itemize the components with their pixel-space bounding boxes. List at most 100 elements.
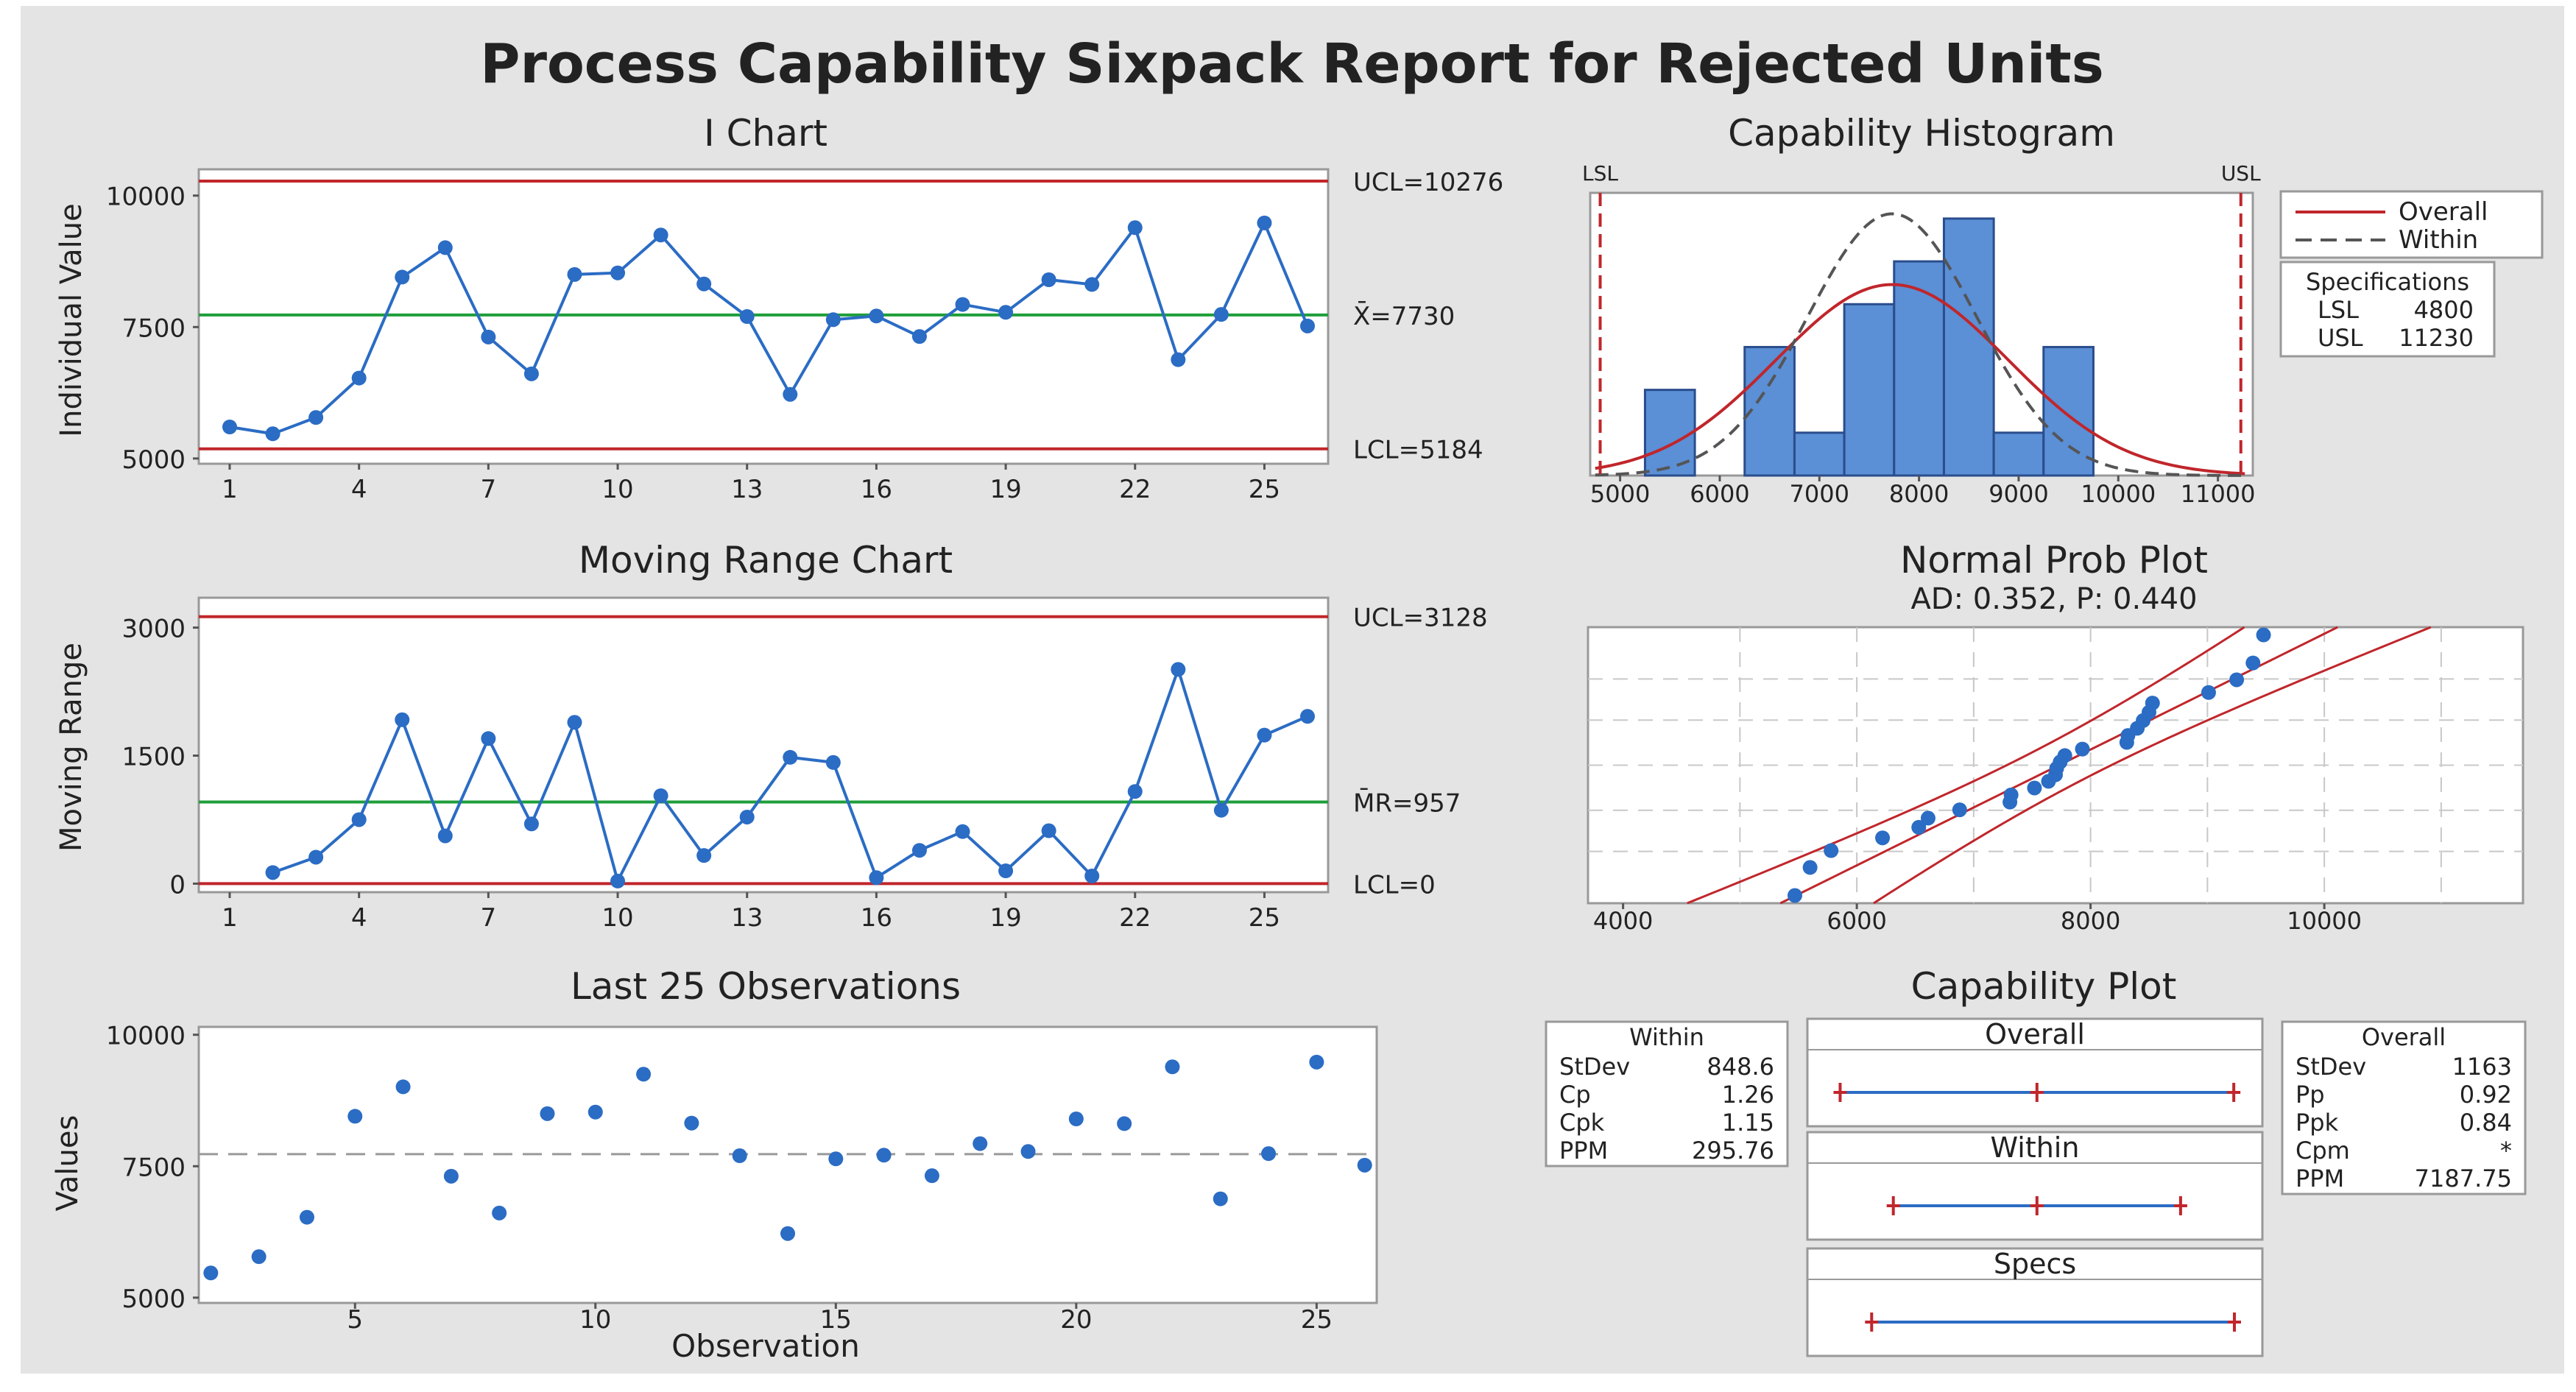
data-point xyxy=(2245,655,2261,671)
i-chart-plot-area xyxy=(197,168,1330,465)
data-point xyxy=(1127,784,1143,799)
report-title: Process Capability Sixpack Report for Re… xyxy=(480,32,2104,96)
data-point xyxy=(1213,307,1229,322)
series-line xyxy=(229,219,1309,436)
x-tick-label: 4000 xyxy=(1593,907,1653,935)
data-point xyxy=(610,873,626,888)
within-stats-stat-value: 1.26 xyxy=(1722,1081,1774,1109)
lcl-label: LCL=0 xyxy=(1353,870,1436,900)
data-point xyxy=(1117,1116,1132,1131)
data-point xyxy=(653,788,668,803)
data-point xyxy=(1041,272,1056,287)
x-tick-label: 10000 xyxy=(2081,480,2156,508)
data-point xyxy=(1127,220,1143,236)
ucl-label: UCL=10276 xyxy=(1353,168,1503,197)
data-point xyxy=(732,1148,747,1163)
ucl-label: UCL=3128 xyxy=(1353,604,1488,633)
data-point xyxy=(2229,672,2245,688)
data-point xyxy=(1084,277,1100,292)
data-point xyxy=(636,1067,652,1082)
x-tick-label: 5 xyxy=(347,1305,363,1335)
x-tick-label: 15 xyxy=(820,1305,852,1335)
data-point xyxy=(998,863,1014,879)
x-tick-label: 8000 xyxy=(1889,480,1949,508)
data-point xyxy=(973,1136,988,1151)
data-point xyxy=(869,308,884,324)
y-tick-label: 7500 xyxy=(121,1153,186,1182)
x-tick-label: 11000 xyxy=(2181,480,2256,508)
overall-stats-heading: Overall xyxy=(2362,1023,2446,1051)
data-point xyxy=(955,297,970,312)
data-point xyxy=(1261,1146,1277,1162)
data-point xyxy=(1300,709,1315,724)
x-tick-label: 19 xyxy=(989,475,1021,504)
center-label: X̄=7730 xyxy=(1353,301,1455,331)
data-point xyxy=(443,1168,459,1184)
data-point xyxy=(481,329,496,345)
x-tick-label: 13 xyxy=(731,475,763,504)
capability-row-panel xyxy=(1806,1131,2264,1241)
data-point xyxy=(351,370,367,386)
data-point xyxy=(1309,1054,1324,1070)
last-observations-chart: Last 25 Observations Values Observation … xyxy=(51,965,1378,1364)
capability-row-label: Overall xyxy=(1985,1018,2085,1050)
histogram-bar xyxy=(1992,431,2045,477)
x-tick-label: 4 xyxy=(351,903,367,933)
data-point xyxy=(1213,802,1229,818)
data-point xyxy=(299,1209,314,1225)
x-tick-label: 25 xyxy=(1249,475,1280,504)
within-stats-stat-name: Cp xyxy=(1559,1081,1591,1109)
data-point xyxy=(783,386,798,402)
x-tick-label: 6000 xyxy=(1690,480,1749,508)
data-point xyxy=(1068,1112,1084,1126)
i-chart-title: I Chart xyxy=(704,112,828,155)
data-point xyxy=(308,410,324,425)
center-label: M̄R=957 xyxy=(1353,788,1461,818)
x-tick-label: 16 xyxy=(861,475,892,504)
x-tick-label: 6000 xyxy=(1827,907,1886,935)
lsl-label: LSL xyxy=(1582,161,1618,186)
data-point xyxy=(1911,819,1927,835)
data-point xyxy=(1020,1144,1036,1159)
data-point xyxy=(395,712,410,727)
histogram-legend: Overall Within Specifications LSL 4800 U… xyxy=(2279,190,2544,358)
x-tick-label: 1 xyxy=(222,903,238,933)
data-point xyxy=(308,849,324,865)
data-point xyxy=(684,1115,699,1131)
x-tick-label: 7000 xyxy=(1790,480,1849,508)
data-point xyxy=(1257,215,1272,230)
data-point xyxy=(696,276,712,292)
data-point xyxy=(2075,741,2090,757)
x-tick-label: 5000 xyxy=(1590,480,1650,508)
data-point xyxy=(587,1104,603,1120)
data-point xyxy=(1300,318,1315,333)
data-point xyxy=(1802,860,1818,875)
i-chart-ylabel: Individual Value xyxy=(54,203,88,437)
normal-probability-plot: Normal Prob Plot AD: 0.352, P: 0.440 400… xyxy=(1587,539,2524,935)
overall-stats-stat-value: 1163 xyxy=(2452,1053,2512,1081)
data-point xyxy=(351,812,367,827)
data-point xyxy=(265,426,280,442)
y-tick-label: 7500 xyxy=(121,314,186,343)
histogram-bar xyxy=(1942,217,1995,477)
overall-stats-stat-value: 0.92 xyxy=(2460,1081,2512,1109)
mr-chart-ylabel: Moving Range xyxy=(54,643,88,852)
overall-stats-stat-value: 7187.75 xyxy=(2415,1165,2512,1193)
lcl-label: LCL=5184 xyxy=(1353,436,1483,465)
within-stats-stat-name: Cpk xyxy=(1559,1109,1605,1137)
x-tick-label: 10 xyxy=(601,903,633,933)
data-point xyxy=(1357,1157,1372,1173)
spec-usl-name: USL xyxy=(2318,324,2363,352)
capability-plot-title: Capability Plot xyxy=(1911,965,2177,1008)
data-point xyxy=(825,755,841,770)
within-stats-box xyxy=(1545,1020,1789,1167)
specifications-heading: Specifications xyxy=(2306,268,2469,296)
obs-chart-ylabel: Values xyxy=(51,1115,85,1212)
data-point xyxy=(783,749,798,765)
x-tick-label: 22 xyxy=(1119,475,1151,504)
x-tick-label: 9000 xyxy=(1989,480,2048,508)
data-point xyxy=(347,1109,363,1124)
ci-lower-line xyxy=(1687,626,2245,905)
overall-stats-stat-name: Pp xyxy=(2296,1081,2325,1109)
overall-stats-stat-name: Cpm xyxy=(2296,1137,2350,1165)
